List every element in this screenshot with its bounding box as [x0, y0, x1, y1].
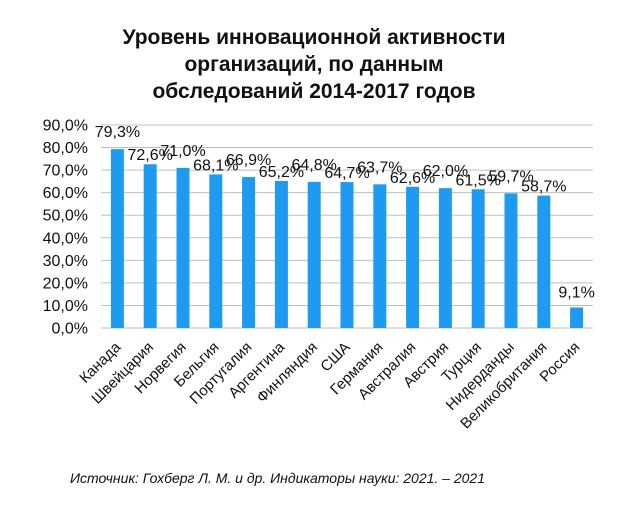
title-line-1: Уровень инновационной активности: [122, 26, 506, 49]
y-tick-label: 80,0%: [43, 140, 88, 157]
y-tick-label: 30,0%: [43, 253, 88, 270]
data-labels: 79,3% 72,6%71,0%68,1%66,9%65,2%64,8%64,7%…: [95, 124, 595, 301]
bar: [504, 193, 518, 328]
chart-title: Уровень инновационной активности организ…: [0, 24, 628, 105]
bar: [471, 189, 485, 328]
data-label: 62,0%: [423, 163, 468, 180]
y-tick-label: 90,0%: [43, 118, 88, 135]
source-note: Источник: Гохберг Л. М. и др. Индикаторы…: [70, 470, 486, 486]
bar: [143, 164, 157, 328]
data-label: 63,7%: [357, 159, 402, 176]
bar: [340, 182, 354, 328]
title-line-2: организаций, по данным: [184, 53, 444, 76]
bar: [307, 181, 321, 328]
data-label: 72,6%: [128, 147, 173, 164]
data-label: 64,8%: [292, 157, 337, 174]
data-label: 9,1%: [558, 284, 594, 301]
bar: [438, 188, 452, 328]
x-axis-ticks: КанадаШвейцарияНорвегияБельгияПортугалия…: [76, 338, 583, 432]
bars: [110, 149, 584, 328]
bar: [176, 167, 190, 328]
data-label: 66,9%: [226, 152, 271, 169]
bar: [209, 174, 223, 328]
data-label: 62,6%: [390, 170, 435, 187]
data-label: 64,7%: [324, 165, 369, 182]
bar: [406, 186, 420, 328]
y-tick-label: 10,0%: [43, 298, 88, 315]
data-label: 65,2%: [259, 164, 304, 181]
y-axis-ticks: 0,0% 10,0% 20,0% 30,0% 40,0% 50,0% 60,0% 70,0% 8…: [43, 118, 88, 338]
bar: [274, 180, 288, 328]
bar: [537, 195, 551, 328]
bar: [110, 149, 124, 328]
data-label: 59,7%: [488, 168, 533, 185]
title-line-3: обследований 2014-2017 годов: [152, 80, 476, 103]
data-label: 68,1%: [193, 157, 238, 174]
y-tick-label: 50,0%: [43, 208, 88, 225]
bar: [373, 184, 387, 328]
bar: [242, 177, 256, 328]
data-label: 61,5%: [456, 172, 501, 189]
y-tick-label: 20,0%: [43, 275, 88, 292]
y-tick-label: 70,0%: [43, 163, 88, 180]
y-tick-label: 60,0%: [43, 185, 88, 202]
y-tick-label: 40,0%: [43, 230, 88, 247]
data-label: 71,0%: [160, 143, 205, 160]
data-label: 58,7%: [521, 179, 566, 196]
bar: [570, 307, 584, 328]
data-label: 79,3%: [95, 124, 140, 141]
y-tick-label: 0,0%: [52, 321, 88, 338]
